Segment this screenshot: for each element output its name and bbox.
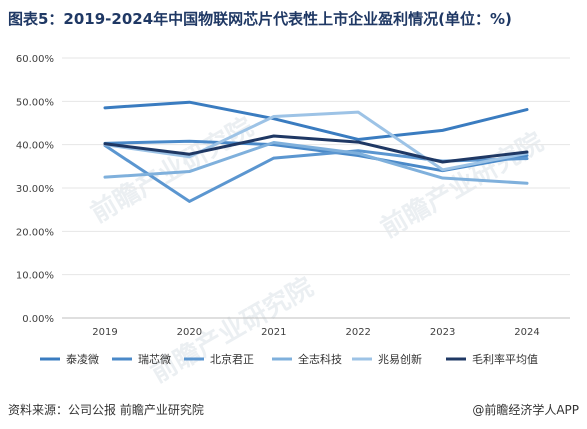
legend: 泰凌微 瑞芯微 北京君正 全志科技 兆易创新 毛利率平均值 bbox=[40, 352, 538, 366]
x-tick-label: 2022 bbox=[345, 327, 370, 338]
data-point bbox=[188, 101, 191, 104]
data-point bbox=[272, 141, 275, 144]
series-line bbox=[103, 134, 529, 164]
data-point bbox=[188, 140, 191, 143]
series-lines bbox=[103, 100, 529, 203]
data-point bbox=[103, 175, 107, 179]
data-point bbox=[357, 152, 360, 155]
x-tick-label: 2020 bbox=[177, 327, 202, 338]
data-point bbox=[188, 170, 191, 173]
data-point bbox=[441, 168, 444, 171]
legend-label: 兆易创新 bbox=[378, 352, 422, 366]
data-point bbox=[441, 176, 444, 180]
data-point bbox=[188, 153, 191, 156]
y-tick-label: 60.00% bbox=[16, 54, 54, 65]
y-axis: 0.00% 10.00% 20.00% 30.00% 40.00% 50.00% 60.00… bbox=[16, 54, 54, 325]
x-tick-label: 2021 bbox=[261, 327, 286, 338]
data-point bbox=[272, 115, 275, 118]
data-point bbox=[357, 110, 360, 114]
data-point bbox=[103, 142, 107, 145]
brand-note: @前瞻经济学人APP bbox=[472, 403, 579, 417]
data-point bbox=[357, 140, 360, 144]
x-tick-label: 2019 bbox=[92, 327, 117, 338]
series-line bbox=[103, 110, 529, 172]
legend-label: 毛利率平均值 bbox=[472, 352, 538, 366]
y-tick-label: 30.00% bbox=[16, 184, 54, 195]
data-point bbox=[188, 200, 191, 203]
data-point bbox=[103, 106, 107, 110]
x-tick-label: 2023 bbox=[430, 327, 455, 338]
legend-label: 北京君正 bbox=[210, 352, 254, 366]
y-tick-label: 20.00% bbox=[16, 227, 54, 238]
data-point bbox=[441, 160, 444, 164]
legend-label: 瑞芯微 bbox=[138, 352, 171, 366]
data-point bbox=[525, 108, 529, 111]
data-point bbox=[357, 149, 360, 152]
gridlines bbox=[62, 57, 570, 319]
source-note: 资料来源：公司公报 前瞻产业研究院 bbox=[8, 403, 204, 417]
data-point bbox=[525, 150, 529, 154]
y-tick-label: 0.00% bbox=[22, 314, 54, 325]
legend-label: 全志科技 bbox=[298, 352, 342, 366]
y-tick-label: 40.00% bbox=[16, 141, 54, 152]
data-point bbox=[357, 138, 360, 141]
data-point bbox=[525, 157, 529, 160]
line-chart: 0.00% 10.00% 20.00% 30.00% 40.00% 50.00% 60.00… bbox=[16, 54, 570, 366]
data-point bbox=[188, 155, 191, 158]
x-tick-label: 2024 bbox=[514, 327, 539, 338]
y-tick-label: 50.00% bbox=[16, 97, 54, 108]
data-point bbox=[272, 134, 275, 138]
data-point bbox=[441, 129, 444, 132]
x-axis: 2019 2020 2021 2022 2023 2024 bbox=[92, 327, 539, 338]
legend-label: 泰凌微 bbox=[66, 352, 99, 366]
chart-title: 图表5：2019-2024年中国物联网芯片代表性上市企业盈利情况(单位：%) bbox=[8, 10, 512, 28]
series-line bbox=[103, 100, 529, 141]
data-point bbox=[272, 156, 275, 160]
data-point bbox=[525, 182, 529, 185]
series-line bbox=[103, 141, 529, 185]
y-tick-label: 10.00% bbox=[16, 271, 54, 282]
